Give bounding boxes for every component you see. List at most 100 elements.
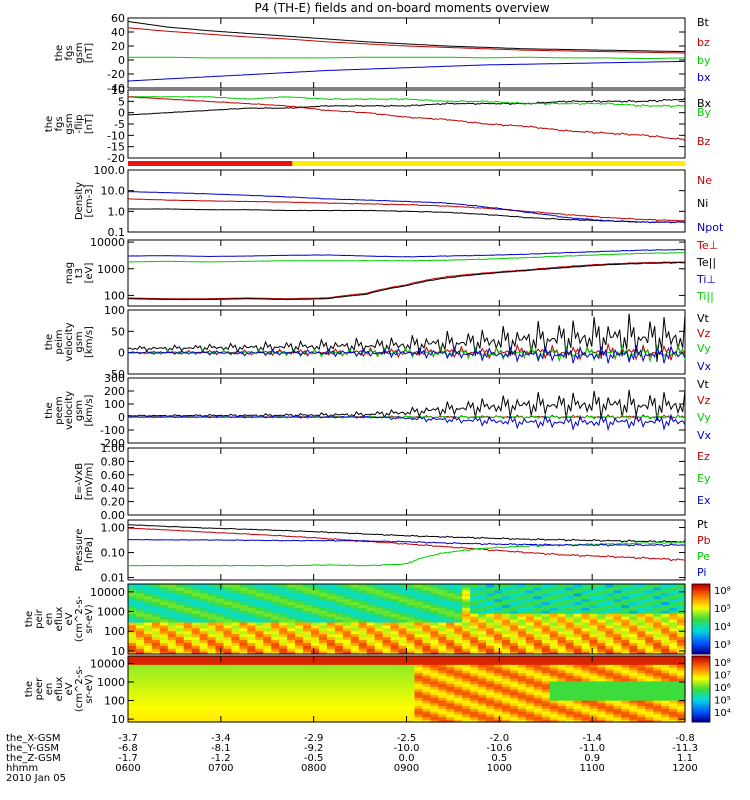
heat-cell <box>151 702 161 707</box>
heat-cell <box>311 624 320 629</box>
panel-frame <box>127 447 686 516</box>
heat-cell <box>438 604 447 608</box>
heat-cell <box>239 586 248 591</box>
heat-cell <box>557 658 567 663</box>
heat-cell <box>223 680 233 685</box>
colorbar-cell <box>692 621 710 625</box>
heat-cell <box>326 675 336 679</box>
heat-cell <box>326 636 336 641</box>
heat-cell <box>669 661 678 665</box>
colorbar-cell <box>692 651 710 655</box>
y-tick-label: 100 <box>104 289 125 302</box>
heat-cell <box>390 697 400 701</box>
heat-cell <box>533 656 543 660</box>
y-tick-label: 40 <box>111 26 125 39</box>
heat-cell <box>128 686 137 690</box>
y-tick-label: 100.0 <box>94 164 126 177</box>
heat-cell <box>318 633 328 638</box>
heat-cell <box>374 700 384 704</box>
heat-cell <box>135 636 145 641</box>
heat-cell <box>135 630 145 635</box>
heat-cell <box>303 680 312 685</box>
heat-cell <box>135 697 145 701</box>
heat-cell <box>661 683 670 687</box>
heat-cell <box>541 595 551 600</box>
heat-cell <box>151 610 161 614</box>
heat-cell <box>183 589 193 594</box>
heat-cell <box>446 627 455 632</box>
heat-cell <box>406 711 416 715</box>
heat-cell <box>263 589 272 594</box>
heat-cell <box>350 672 360 676</box>
heat-cell <box>414 675 424 679</box>
heat-cell <box>223 675 233 679</box>
heat-cell <box>446 595 455 600</box>
heat-cell <box>215 716 225 720</box>
heat-cell <box>478 683 487 687</box>
heat-cell <box>438 639 447 643</box>
heat-cell <box>263 630 272 635</box>
heat-cell <box>653 633 662 638</box>
heat-cell <box>128 595 137 600</box>
heat-cell <box>175 700 185 704</box>
heat-cell <box>573 636 583 641</box>
heat-cell <box>183 633 193 638</box>
heat-cell <box>565 586 575 591</box>
heat-cell <box>398 672 408 676</box>
heat-cell <box>255 621 264 626</box>
heat-cell <box>382 586 392 591</box>
heat-cell <box>494 672 503 676</box>
heat-cell <box>501 672 511 676</box>
heat-cell <box>494 691 503 696</box>
heat-cell <box>669 624 678 629</box>
heat-cell <box>135 705 145 709</box>
heat-cell <box>175 713 185 718</box>
heat-cell <box>597 648 607 652</box>
heat-cell <box>533 708 543 712</box>
heat-cell <box>661 598 670 603</box>
heat-cell <box>135 648 145 652</box>
heat-cell <box>223 639 233 643</box>
heat-cell <box>183 639 193 643</box>
heat-cell <box>597 691 607 696</box>
heat-cell <box>223 697 233 701</box>
heat-cell <box>509 639 519 643</box>
heat-cell <box>207 686 217 690</box>
heat-cell <box>525 639 535 643</box>
heat-cell <box>501 586 511 591</box>
legend-entry: bz <box>697 36 710 49</box>
heat-cell <box>414 616 424 620</box>
heat-cell <box>581 589 591 594</box>
heat-cell <box>422 642 431 646</box>
heat-cell <box>589 651 599 655</box>
heat-cell <box>247 672 256 676</box>
heat-cell <box>565 667 575 671</box>
heat-cell <box>509 616 519 620</box>
heat-cell <box>303 621 312 626</box>
heat-cell <box>597 633 607 638</box>
y-tick-label: -20 <box>107 68 125 81</box>
heat-cell <box>167 702 177 707</box>
x-row-value: 0.0 <box>399 753 415 764</box>
heat-cell <box>501 661 511 665</box>
heat-cell <box>271 613 280 617</box>
heat-cell <box>159 675 169 679</box>
heat-cell <box>255 616 264 620</box>
heat-cell <box>509 584 519 588</box>
heat-cell <box>311 664 320 668</box>
heat-cell <box>446 624 455 629</box>
heat-cell <box>438 675 447 679</box>
heat-cell <box>151 639 161 643</box>
heat-cell <box>287 624 296 629</box>
heat-cell <box>581 694 591 698</box>
heat-cell <box>215 639 225 643</box>
heat-cell <box>454 601 463 606</box>
heat-cell <box>334 610 344 614</box>
heat-cell <box>629 616 638 620</box>
heat-cell <box>422 664 431 668</box>
x-row-value: -2.5 <box>397 733 417 744</box>
series-line-Pe <box>127 541 686 567</box>
heat-cell <box>501 610 511 614</box>
colorbar-cell <box>692 662 710 666</box>
heat-cell <box>303 713 312 718</box>
